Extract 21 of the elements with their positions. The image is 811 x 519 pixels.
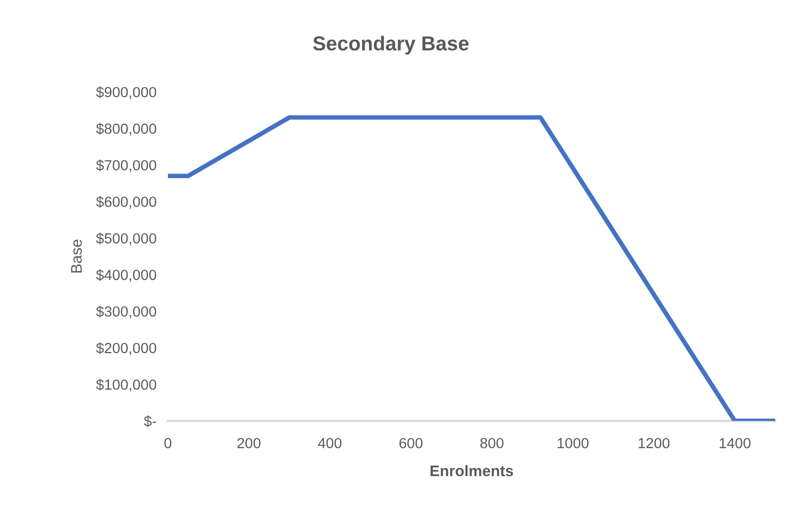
x-tick-label: 1200	[638, 438, 670, 448]
chart-title: Secondary Base	[313, 36, 469, 55]
x-tick-label: 1000	[558, 438, 588, 448]
y-tick-label: $100,000	[96, 378, 156, 392]
y-tick-label: $600,000	[96, 196, 156, 209]
y-tick-label: $400,000	[96, 269, 156, 282]
x-tick-label: 800	[480, 438, 504, 448]
x-tick-label: 0	[164, 438, 172, 448]
x-axis-title: Enrolments	[430, 465, 513, 476]
y-tick-label: $800,000	[96, 122, 156, 136]
x-tick-label: 1400	[720, 438, 750, 448]
x-tick-label: 400	[318, 438, 342, 448]
y-tick-label: $200,000	[96, 342, 156, 355]
x-tick-label: 600	[399, 438, 422, 448]
y-axis-title: Base	[71, 240, 82, 273]
y-tick-label: $900,000	[96, 86, 156, 100]
x-tick-label: 200	[237, 438, 260, 448]
y-tick-label: $700,000	[96, 159, 156, 172]
y-tick-label: $500,000	[96, 232, 156, 246]
y-tick-label: $-	[144, 415, 156, 428]
y-tick-label: $300,000	[96, 306, 156, 318]
